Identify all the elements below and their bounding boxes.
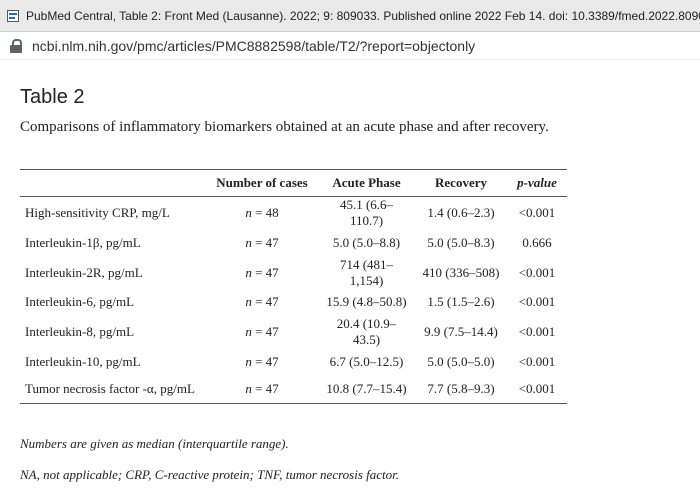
- cell-acute: 45.1 (6.6–110.7): [339, 197, 394, 228]
- cell-n: n = 47: [245, 324, 279, 339]
- cell-p: <0.001: [518, 264, 556, 280]
- cell-recovery: 410 (336–508): [422, 264, 500, 280]
- cell-recovery: 9.9 (7.5–14.4): [424, 324, 498, 339]
- header-p-value: p-value: [507, 169, 567, 197]
- cell-marker: Interleukin-2R, pg/mL: [25, 264, 143, 280]
- cell-marker: Tumor necrosis factor -α, pg/mL: [25, 381, 195, 397]
- table-row: Interleukin-2R, pg/mL n = 47 714 (481–1,…: [20, 257, 567, 289]
- cell-p: <0.001: [518, 324, 556, 339]
- cell-acute: 10.8 (7.7–15.4): [326, 381, 407, 397]
- cell-acute: 714 (481–1,154): [339, 256, 394, 288]
- cell-p: <0.001: [518, 205, 556, 220]
- table-row: Interleukin-10, pg/mL n = 47 6.7 (5.0–12…: [20, 348, 567, 376]
- cell-recovery: 1.5 (1.5–2.6): [427, 294, 495, 310]
- footnote-median: Numbers are given as median (interquarti…: [20, 436, 289, 451]
- table-row: High-sensitivity CRP, mg/L n = 48 45.1 (…: [20, 197, 567, 230]
- table-row: Interleukin-8, pg/mL n = 47 20.4 (10.9–4…: [20, 316, 567, 348]
- cell-marker: High-sensitivity CRP, mg/L: [25, 205, 170, 220]
- header-acute-phase: Acute Phase: [318, 169, 415, 197]
- table-header-row: Number of cases Acute Phase Recovery p-v…: [20, 169, 567, 197]
- table-caption: Comparisons of inflammatory biomarkers o…: [20, 119, 549, 135]
- cell-recovery: 5.0 (5.0–8.3): [427, 234, 495, 250]
- cell-n: n = 48: [245, 205, 279, 220]
- cell-recovery: 1.4 (0.6–2.3): [427, 205, 495, 220]
- page-content: Table 2 Comparisons of inflammatory biom…: [0, 86, 700, 483]
- table-row: Interleukin-6, pg/mL n = 47 15.9 (4.8–50…: [20, 289, 567, 317]
- url-text[interactable]: ncbi.nlm.nih.gov/pmc/articles/PMC8882598…: [32, 37, 476, 54]
- table-footnotes: Numbers are given as median (interquarti…: [20, 436, 680, 483]
- cell-recovery: 7.7 (5.8–9.3): [427, 381, 495, 397]
- footnote-abbreviations: NA, not applicable; CRP, C-reactive prot…: [20, 467, 400, 482]
- header-marker: [20, 169, 206, 197]
- cell-n: n = 47: [245, 264, 279, 280]
- page-title: Table 2: [20, 86, 85, 108]
- biomarker-table: Number of cases Acute Phase Recovery p-v…: [20, 169, 567, 404]
- cell-marker: Interleukin-8, pg/mL: [25, 324, 135, 339]
- address-bar[interactable]: ncbi.nlm.nih.gov/pmc/articles/PMC8882598…: [0, 32, 700, 60]
- header-recovery: Recovery: [415, 169, 507, 197]
- cell-n: n = 47: [245, 294, 279, 310]
- cell-marker: Interleukin-1β, pg/mL: [25, 234, 141, 250]
- cell-n: n = 47: [245, 381, 279, 397]
- cell-n: n = 47: [245, 353, 279, 369]
- lock-icon[interactable]: [10, 38, 22, 53]
- cell-p: 0.666: [522, 234, 552, 250]
- cell-acute: 5.0 (5.0–8.8): [332, 234, 401, 250]
- cell-acute: 6.7 (5.0–12.5): [329, 353, 404, 369]
- cell-marker: Interleukin-10, pg/mL: [25, 353, 141, 369]
- cell-acute: 20.4 (10.9–43.5): [336, 316, 397, 347]
- cell-n: n = 47: [245, 234, 279, 250]
- header-number-of-cases: Number of cases: [206, 169, 318, 197]
- table-row: Interleukin-1β, pg/mL n = 47 5.0 (5.0–8.…: [20, 229, 567, 257]
- cell-marker: Interleukin-6, pg/mL: [25, 294, 135, 310]
- window-title: PubMed Central, Table 2: Front Med (Laus…: [26, 8, 700, 23]
- pmc-document-icon: [6, 9, 20, 23]
- cell-recovery: 5.0 (5.0–5.0): [427, 353, 495, 369]
- cell-p: <0.001: [518, 381, 556, 397]
- cell-p: <0.001: [518, 294, 556, 310]
- cell-acute: 15.9 (4.8–50.8): [326, 294, 407, 310]
- window-title-bar: PubMed Central, Table 2: Front Med (Laus…: [0, 0, 700, 32]
- cell-p: <0.001: [518, 353, 556, 369]
- header-p-value-text: p-value: [517, 175, 557, 190]
- table-row: Tumor necrosis factor -α, pg/mL n = 47 1…: [20, 376, 567, 404]
